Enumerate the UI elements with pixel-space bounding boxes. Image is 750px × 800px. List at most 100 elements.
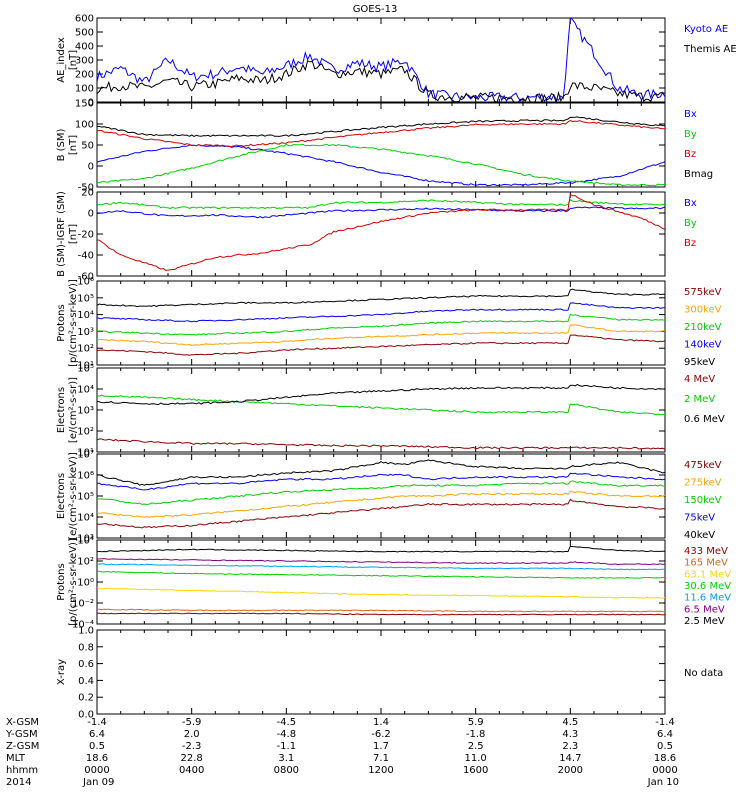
y-tick-label: 10⁰	[77, 578, 94, 589]
y-tick-label: 0	[88, 209, 94, 220]
series-line-3	[97, 302, 665, 323]
legend-entry: 2 MeV	[684, 394, 715, 405]
orbit-cell: -4.8	[277, 729, 297, 740]
y-tick-label: 0.4	[78, 676, 94, 687]
y-tick-label: 500	[75, 28, 94, 39]
series-line-2	[97, 383, 665, 406]
legend-entry: 150keV	[684, 495, 722, 506]
orbit-cell: 18.6	[654, 753, 676, 764]
panel-6: 10⁻⁴ 10⁻² 10⁰ 10² 10⁴ Protons [p/(cm²-s-sr-keV…	[56, 536, 731, 631]
legend-entry: No data	[684, 668, 723, 679]
panel-frame	[96, 629, 666, 715]
y-axis-label: X-ray	[56, 659, 67, 685]
legend-entry: 75keV	[684, 513, 715, 524]
orbit-cell: 1600	[463, 765, 488, 776]
y-tick-label: 300	[75, 56, 94, 67]
orbit-cell: 5.9	[468, 717, 484, 728]
orbit-cell: -1.1	[277, 741, 297, 752]
legend-entry: Bmag	[684, 169, 713, 180]
panel-frame	[96, 367, 666, 453]
orbit-cell: -6.2	[371, 729, 391, 740]
orbit-row-label: X-GSM	[6, 717, 39, 728]
y-axis-label: B (SM)-IGRF (SM)	[56, 191, 67, 277]
orbit-row-label: hhmm	[6, 765, 38, 776]
orbit-cell: -1.8	[466, 729, 486, 740]
orbit-row-label: Y-GSM	[5, 729, 38, 740]
y-axis-label: [e/(cm²-s-sr)]	[68, 377, 79, 443]
series-line-0	[97, 18, 665, 102]
series-line-2	[97, 120, 665, 148]
series-line-0	[97, 612, 665, 616]
legend-entry: 40keV	[684, 530, 715, 541]
y-axis-label: [p/(cm²-s-sr-keV)]	[68, 279, 79, 367]
y-tick-label: 10¹	[77, 361, 94, 372]
legend-entry: 95keV	[684, 357, 715, 368]
y-tick-label: 1.0	[78, 626, 94, 637]
y-tick-label: 400	[75, 42, 94, 53]
y-tick-label: -40	[78, 251, 94, 262]
y-tick-label: 10⁻²	[72, 599, 94, 610]
orbit-cell: 0800	[274, 765, 299, 776]
figure-title: GOES-13	[353, 4, 398, 15]
y-tick-label: 10⁻⁴	[72, 620, 94, 631]
series-line-2	[97, 313, 665, 336]
y-tick-label: 600	[75, 14, 94, 25]
legend-entry: Kyoto AE	[684, 24, 728, 35]
y-tick-label: 10⁴	[77, 536, 94, 547]
y-axis-label: [nT]	[68, 50, 79, 70]
series-line-4	[97, 288, 665, 308]
legend-entry: 275keV	[684, 478, 722, 489]
y-axis-label: Electrons	[56, 387, 67, 433]
y-tick-label: 0	[88, 162, 94, 173]
orbit-cell: 2.0	[184, 729, 200, 740]
y-axis-label: B (SM)	[56, 128, 67, 161]
legend-entry: Bx	[684, 109, 697, 120]
legend-entry: 300keV	[684, 305, 722, 316]
orbit-cell: 2000	[558, 765, 583, 776]
legend-entry: Themis AE	[683, 44, 737, 55]
orbit-table: X-GSMY-GSMZ-GSMMLThhmm2014-1.46.40.518.6…	[5, 717, 679, 788]
legend-entry: Bz	[684, 238, 696, 249]
y-tick-label: 10³	[77, 406, 94, 417]
y-axis-label: [p/(cm²-s-sr-keV)]	[68, 538, 79, 626]
orbit-cell: -1.4	[655, 717, 675, 728]
orbit-cell: -2.3	[182, 741, 202, 752]
y-axis-label: Electrons	[56, 473, 67, 519]
orbit-cell: 1.7	[373, 741, 389, 752]
orbit-cell: -1.4	[87, 717, 107, 728]
y-tick-label: 150	[75, 99, 94, 110]
y-tick-label: 10⁶	[77, 471, 94, 482]
y-tick-label: 10²	[77, 557, 94, 568]
orbit-cell: 0400	[179, 765, 204, 776]
series-line-0	[97, 498, 665, 529]
y-tick-label: 10⁵	[77, 364, 94, 375]
y-tick-label: 10⁷	[77, 450, 94, 461]
y-tick-label: 50	[81, 141, 94, 152]
y-tick-label: 200	[75, 70, 94, 81]
series-line-1	[97, 198, 665, 210]
series-line-1	[97, 324, 665, 347]
legend-entry: 2.5 MeV	[684, 616, 725, 627]
legend-entry: 0.6 MeV	[684, 414, 725, 425]
orbit-cell: 0000	[652, 765, 677, 776]
orbit-cell: Jan 10	[647, 777, 679, 788]
orbit-cell: 0.5	[657, 741, 673, 752]
y-tick-label: 0.0	[78, 710, 94, 721]
y-tick-label: 100	[75, 84, 94, 95]
series-line-1	[97, 490, 665, 518]
orbit-cell: 4.5	[562, 717, 578, 728]
legend-entry: 475keV	[684, 460, 722, 471]
y-tick-label: 10⁴	[77, 385, 94, 396]
y-axis-label: Protons	[56, 563, 67, 600]
y-tick-label: 10²	[77, 344, 94, 355]
y-tick-label: 100	[75, 120, 94, 131]
y-tick-label: 10³	[77, 534, 94, 545]
legend-entry: 140keV	[684, 340, 722, 351]
orbit-cell: 6.4	[657, 729, 673, 740]
legend-entry: Bx	[684, 198, 697, 209]
orbit-cell: 3.1	[278, 753, 294, 764]
y-tick-label: 0.6	[78, 659, 94, 670]
